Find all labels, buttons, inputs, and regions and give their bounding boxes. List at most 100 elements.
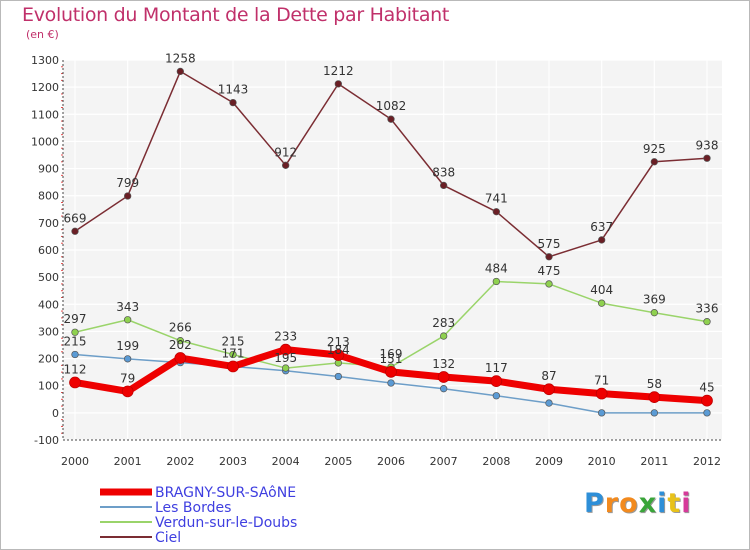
data-label: 213 — [327, 335, 350, 349]
data-point — [385, 366, 397, 378]
y-minor-tick — [61, 100, 63, 102]
data-label: 336 — [696, 302, 719, 316]
data-point — [598, 409, 606, 417]
y-tick-label: 300 — [38, 325, 59, 338]
legend-label: Verdun-sur-le-Doubs — [155, 515, 297, 531]
y-minor-tick — [61, 256, 63, 258]
data-point — [490, 375, 503, 387]
y-minor-tick — [61, 107, 63, 108]
data-label: 184 — [327, 343, 350, 357]
y-minor-tick — [61, 229, 63, 231]
data-label: 45 — [699, 381, 714, 395]
y-minor-tick — [61, 398, 63, 400]
data-point — [282, 364, 290, 372]
y-minor-tick — [61, 364, 63, 366]
y-minor-tick — [61, 283, 63, 285]
y-minor-tick — [61, 161, 63, 163]
data-label: 169 — [380, 347, 403, 361]
data-point — [71, 328, 79, 336]
data-point — [598, 236, 606, 244]
y-minor-tick — [61, 127, 63, 129]
data-point — [492, 277, 500, 286]
data-point — [545, 253, 553, 261]
data-label: 87 — [541, 369, 556, 383]
data-label: 838 — [432, 165, 455, 179]
y-minor-tick — [61, 425, 63, 427]
y-minor-tick — [61, 242, 63, 244]
y-minor-tick — [61, 154, 63, 156]
y-minor-tick — [61, 174, 63, 176]
y-tick-label: 200 — [38, 353, 59, 366]
data-label: 151 — [380, 352, 403, 366]
data-point — [332, 349, 345, 361]
data-point — [440, 181, 448, 190]
legend-label: BRAGNY-SUR-SAôNE — [155, 485, 296, 501]
y-tick-label: 0 — [52, 407, 59, 420]
data-point — [124, 316, 132, 324]
y-minor-tick — [61, 392, 63, 393]
logo-letter: r — [604, 488, 620, 519]
data-label: 404 — [590, 283, 613, 297]
data-label: 575 — [538, 237, 561, 251]
y-minor-tick — [61, 405, 63, 407]
series-4 — [71, 67, 711, 261]
y-minor-tick — [61, 181, 63, 183]
data-point — [334, 372, 342, 381]
data-point — [703, 409, 711, 417]
y-tick-label: 1200 — [31, 81, 59, 94]
data-label: 202 — [169, 338, 192, 352]
data-label: 369 — [643, 293, 666, 307]
y-minor-tick — [61, 147, 63, 149]
y-minor-tick — [61, 66, 63, 68]
x-tick-label: 2012 — [693, 455, 721, 468]
y-minor-tick — [61, 371, 63, 373]
x-tick-label: 2007 — [430, 455, 458, 468]
y-minor-tick — [61, 202, 63, 203]
y-minor-tick — [61, 297, 63, 298]
data-point — [703, 154, 711, 162]
data-label: 343 — [116, 300, 139, 314]
x-tick-label: 2002 — [166, 455, 194, 468]
y-tick-label: 500 — [38, 271, 59, 284]
series-1 — [69, 343, 713, 407]
legend-label: Ciel — [155, 530, 181, 546]
y-minor-tick — [61, 208, 63, 210]
data-label: 112 — [64, 362, 87, 376]
y-minor-tick — [61, 324, 63, 326]
data-point — [124, 192, 132, 200]
y-tick-label: 800 — [38, 190, 59, 203]
data-point — [227, 360, 239, 373]
x-tick-label: 2001 — [114, 455, 142, 468]
x-tick-label: 2011 — [640, 455, 668, 468]
chart-subtitle: (en €) — [26, 28, 59, 41]
data-point — [650, 158, 658, 166]
data-label: 484 — [485, 261, 508, 275]
y-minor-tick — [61, 215, 63, 217]
y-minor-tick — [61, 188, 63, 190]
data-label: 741 — [485, 192, 508, 206]
y-tick-label: 700 — [38, 217, 59, 230]
data-point — [492, 392, 500, 400]
data-label: 799 — [116, 176, 139, 190]
data-point — [701, 394, 713, 407]
data-label: 283 — [432, 316, 455, 330]
data-label: 117 — [485, 361, 508, 375]
data-label: 925 — [643, 142, 666, 156]
logo-letter: x — [638, 488, 658, 519]
logo-letter: i — [657, 488, 668, 519]
y-tick-label: -100 — [34, 434, 59, 447]
data-point — [387, 115, 395, 123]
data-label: 1082 — [376, 99, 407, 113]
x-tick-label: 2005 — [324, 455, 352, 468]
data-label: 1258 — [165, 51, 196, 65]
x-tick-label: 2000 — [61, 455, 89, 468]
data-label: 215 — [222, 335, 245, 349]
y-minor-tick — [61, 93, 63, 95]
data-label: 297 — [64, 312, 87, 326]
data-point — [543, 383, 555, 396]
data-point — [71, 227, 79, 235]
y-tick-label: 100 — [38, 380, 59, 393]
data-point — [71, 350, 79, 359]
y-tick-label: 400 — [38, 298, 59, 311]
data-label: 912 — [274, 145, 297, 159]
